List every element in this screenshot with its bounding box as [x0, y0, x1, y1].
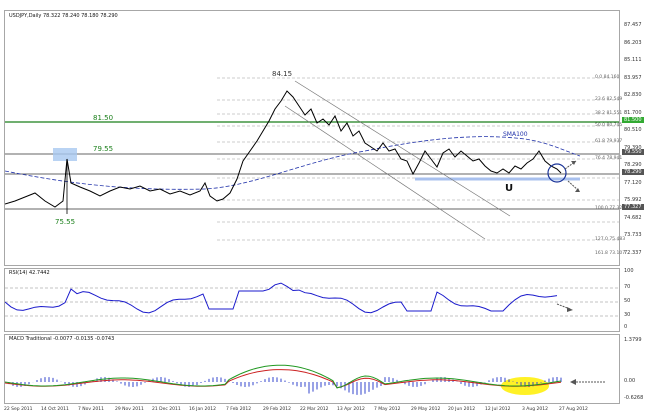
price-axis-label: 86.203	[624, 39, 642, 46]
date-axis-label: 29 Nov 2011	[115, 407, 144, 412]
fib-label: 161.8 73.107	[595, 251, 626, 256]
macd-panel-title: MACD Traditional -0.0077 -0.0135 -0.0743	[9, 336, 115, 342]
price-axis-label: 75.992	[624, 197, 642, 203]
date-axis: 22 Sep 2011 14 Oct 2011 7 Nov 2011 29 Nov 2…	[4, 405, 620, 417]
date-axis-label: 29 May 2012	[411, 407, 441, 412]
date-axis-label: 12 Jul 2012	[485, 407, 511, 412]
macd-chart	[5, 364, 605, 395]
fib-label: 76.4 78.941	[595, 156, 623, 161]
price-axis: 87.457 86.203 85.111 83.957 82.830 81.700 80.5…	[622, 10, 659, 266]
price-axis-label: 78.290	[624, 162, 642, 168]
macd-main-line	[5, 364, 562, 389]
date-axis-label: 7 Nov 2011	[78, 407, 104, 412]
price-panel[interactable]: USDJPY,Daily 78.322 78.240 78.180 78.290	[4, 10, 625, 266]
level-7555-label: 75.55	[55, 218, 76, 226]
price-axis-label: 81.700	[624, 109, 642, 116]
date-axis-label: 7 Feb 2012	[226, 407, 252, 412]
sma100-line	[5, 136, 581, 190]
price-chart: U	[5, 77, 619, 241]
date-axis-label: 7 May 2012	[374, 407, 401, 412]
date-axis-label: 13 Apr 2012	[337, 407, 365, 412]
highlight-box	[53, 148, 77, 161]
fib-label: 50.0 80.745	[595, 123, 623, 128]
rsi-chart	[5, 282, 619, 317]
date-axis-label: 22 Mar 2012	[300, 407, 329, 412]
price-axis-label: 85.111	[624, 57, 642, 63]
price-axis-label: 83.957	[624, 74, 642, 81]
macd-axis-label: 0.00	[624, 378, 636, 384]
price-tag-7733: 77.327	[622, 204, 644, 210]
rsi-axis-label: 50	[624, 298, 631, 304]
rsi-axis-label: 100	[624, 268, 634, 274]
macd-axis-label: -0.6268	[624, 395, 644, 401]
channel-upper-line	[294, 80, 511, 217]
price-axis-label: 73.733	[624, 232, 642, 238]
fib-label: 0.0 84.160	[595, 75, 620, 80]
rsi-series	[5, 282, 558, 314]
date-axis-label: 16 Jan 2012	[189, 407, 216, 412]
macd-signal-line	[5, 369, 562, 389]
macd-axis-label: 1.3799	[624, 337, 642, 343]
fib-label: 23.6 82.549	[595, 97, 623, 102]
price-axis-label: 87.457	[624, 22, 642, 28]
level-8415-label: 84.15	[272, 70, 293, 78]
price-axis-label: 82.830	[624, 92, 642, 98]
rsi-axis-label: 0	[624, 324, 628, 330]
fib-label: 100.0 77.327	[595, 206, 626, 211]
date-axis-label: 3 Aug 2012	[522, 407, 548, 412]
date-axis-label: 14 Oct 2011	[41, 407, 69, 412]
level-8150-label: 81.50	[93, 114, 114, 122]
price-tag-8150: 81.500	[622, 117, 644, 123]
rsi-panel[interactable]: RSI(14) 42.7442	[4, 268, 620, 332]
channel-lower-line	[284, 105, 486, 240]
rsi-panel-title: RSI(14) 42.7442	[9, 270, 50, 276]
rsi-axis-label: 30	[624, 312, 631, 318]
rsi-arrow-icon	[556, 303, 571, 310]
date-axis-label: 27 Aug 2012	[559, 407, 588, 412]
price-axis-label: 74.682	[624, 214, 642, 221]
rsi-axis: 100 70 50 30 0	[622, 268, 659, 332]
date-axis-label: 20 Jun 2012	[448, 407, 476, 412]
fib-label: 127.0 75.483	[595, 237, 626, 242]
arrow-up-icon	[564, 160, 577, 170]
level-7955-label: 79.55	[93, 145, 114, 153]
price-axis-label: 72.337	[624, 249, 642, 256]
fib-label: 61.8 79.937	[595, 139, 623, 144]
u-marker: U	[505, 183, 513, 194]
sma100-label: SMA100	[503, 131, 528, 138]
date-axis-label: 21 Dec 2011	[152, 407, 181, 412]
price-axis-label: 79.390	[624, 144, 642, 151]
price-tag-7955: 79.550	[622, 149, 644, 155]
price-series	[5, 90, 562, 208]
price-panel-title: USDJPY,Daily 78.322 78.240 78.180 78.290	[9, 13, 118, 19]
macd-panel[interactable]: MACD Traditional -0.0077 -0.0135 -0.0743	[4, 334, 620, 404]
macd-histogram	[8, 377, 562, 395]
date-axis-label: 22 Sep 2011	[4, 407, 33, 412]
rsi-axis-label: 70	[624, 284, 631, 290]
price-axis-label: 80.510	[624, 127, 642, 133]
date-axis-label: 29 Feb 2012	[263, 407, 292, 412]
macd-axis: 1.3799 0.00 -0.6268	[622, 334, 659, 404]
fib-label: 38.2 81.551	[595, 111, 623, 116]
price-axis-label: 77.120	[624, 179, 642, 186]
focus-circle	[547, 163, 567, 183]
price-tag-7829: 78.290	[622, 169, 644, 175]
